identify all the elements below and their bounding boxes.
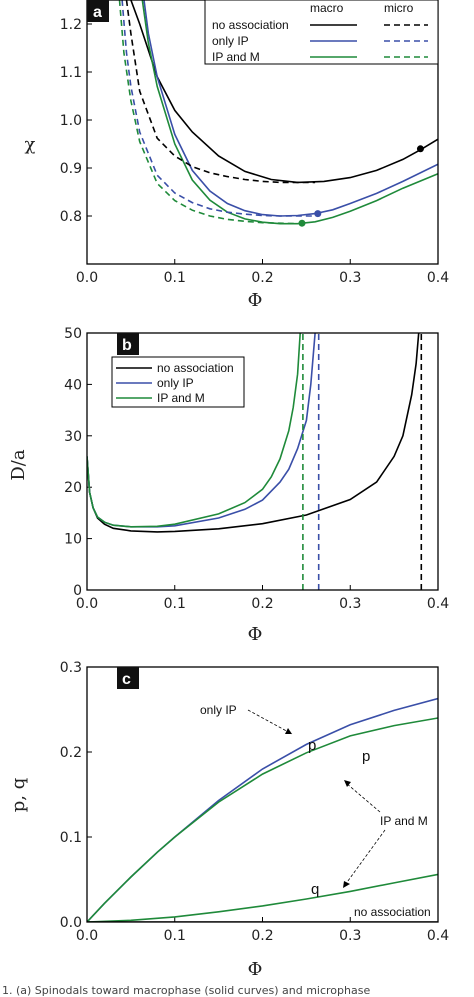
- panel-a: 0.0 0.1 0.2 0.3 0.4 0.8 0.9 1.0 1.1 1.2 a macro m…: [25, 0, 449, 311]
- panel-a-critical-point-none: [416, 145, 424, 153]
- annot-ip-m-arrow-down: [344, 829, 386, 886]
- panel-a-xtick-label: 0.0: [76, 270, 98, 286]
- panel-c-xtick-label: 0.1: [164, 928, 186, 944]
- panel-c-xlabel: Φ: [248, 959, 263, 980]
- annot-ip-m-arrowhead-up: [344, 780, 351, 787]
- panel-a-legend: macro micro no association only IP IP an…: [204, 0, 439, 65]
- panel-b-xtick-label: 0.0: [76, 596, 98, 612]
- annot-ip-m-arrowhead-down: [343, 881, 350, 888]
- panel-b-ytick-label: 0: [73, 583, 82, 599]
- panel-b-legend-label-onlyip: only IP: [157, 376, 194, 390]
- annot-q: q: [311, 881, 319, 898]
- panel-a-xtick-label: 0.4: [427, 270, 449, 286]
- panel-b-series-ip_m-solid: [87, 333, 301, 528]
- panel-c-ytick-label: 0.3: [60, 660, 82, 676]
- figure-caption: 1. (a) Spinodals toward macrophase (soli…: [2, 984, 370, 997]
- panel-b-xtick-label: 0.2: [251, 596, 273, 612]
- panel-b: 0.0 0.1 0.2 0.3 0.4 0 10 20 30 40 50 b no associat…: [8, 326, 449, 645]
- panel-a-series-none-dashed: [125, 0, 316, 184]
- panel-c-tag-label: c: [122, 671, 131, 688]
- annot-only-ip-arrowhead: [285, 728, 292, 734]
- panel-a-legend-label-none: no association: [212, 18, 289, 32]
- panel-a-tag-label: a: [93, 4, 102, 21]
- panel-c-series-ip_m-solid: [87, 873, 438, 922]
- panel-c-series-group: [87, 697, 438, 922]
- panel-a-series-only_ip-solid: [143, 0, 438, 217]
- panel-a-critical-point-only_ip: [314, 210, 322, 218]
- panel-b-xlabel: Φ: [248, 624, 263, 645]
- panel-b-xtick-label: 0.4: [427, 596, 449, 612]
- panel-a-legend-label-ipm: IP and M: [212, 50, 260, 64]
- panel-c-ytick-label: 0.0: [60, 915, 82, 931]
- panel-a-ytick-label: 1.1: [60, 65, 82, 81]
- panel-b-ytick-label: 20: [64, 480, 82, 496]
- panel-b-tag: [117, 333, 139, 355]
- panel-c: 0.0 0.1 0.2 0.3 0.40.00.10.20.3 c only IP p …: [8, 660, 449, 980]
- panel-a-critical-point-ip_m: [298, 219, 306, 227]
- panel-c-ytick-label: 0.2: [60, 745, 82, 761]
- panel-c-series-ip_m-solid: [87, 717, 438, 922]
- panel-a-legend-box: [204, 0, 439, 65]
- panel-a-tag: [87, 0, 109, 22]
- panel-b-legend-label-ipm: IP and M: [157, 391, 205, 405]
- legend-col-macro: macro: [310, 1, 344, 15]
- panel-b-ylabel: D/a: [8, 449, 29, 480]
- panel-a-xtick-label: 0.2: [251, 270, 273, 286]
- panel-b-ytick-label: 40: [64, 377, 82, 393]
- panel-c-tag: [117, 667, 139, 689]
- panel-c-plot-layer: 0.0 0.1 0.2 0.3 0.4 0.0 0.1 0.2 0.3: [60, 660, 449, 944]
- panel-b-series-none-solid: [87, 333, 420, 533]
- panel-c-xtick-label: 0.0: [76, 928, 98, 944]
- panel-a-plot-layer: 0.0 0.1 0.2 0.3 0.4 0.8 0.9 1.0 1.1 1.2: [60, 0, 449, 286]
- panel-a-frame: [86, 0, 439, 265]
- panel-b-ytick-label: 30: [64, 429, 82, 445]
- panel-a-series-ip_m-dashed: [118, 0, 298, 225]
- legend-col-micro: micro: [384, 1, 414, 15]
- panel-a-xlabel: Φ: [248, 290, 263, 311]
- panel-a-series-none-solid: [130, 0, 438, 184]
- panel-c-frame: [86, 666, 439, 923]
- annot-no-association: no association: [354, 905, 431, 919]
- panel-a-xtick-label: 0.1: [164, 270, 186, 286]
- panel-c-xtick-label: 0.4: [427, 928, 449, 944]
- panel-b-legend: no association only IP IP and M: [111, 356, 245, 408]
- panel-a-xtick-label: 0.3: [339, 270, 361, 286]
- panel-b-legend-label-none: no association: [157, 361, 234, 375]
- panel-a-legend-label-onlyip: only IP: [212, 34, 249, 48]
- panel-a-ytick-label: 0.9: [60, 161, 82, 177]
- annot-ip-and-m: IP and M: [380, 814, 428, 828]
- panel-a-series-group: [118, 0, 438, 225]
- panel-c-series-only_ip-solid: [87, 697, 438, 922]
- panel-c-ytick-label: 0.1: [60, 830, 82, 846]
- panel-a-ylabel: χ: [25, 134, 36, 155]
- annot-only-ip: only IP: [200, 703, 237, 717]
- panel-a-ytick-label: 0.8: [60, 209, 82, 225]
- panel-b-ytick-label: 50: [64, 326, 82, 342]
- panel-c-xtick-label: 0.3: [339, 928, 361, 944]
- panel-b-plot-layer: 0.0 0.1 0.2 0.3 0.4 0 10 20 30 40 50: [64, 326, 449, 612]
- panel-a-ytick-label: 1.2: [60, 17, 82, 33]
- panel-a-ytick-label: 1.0: [60, 113, 82, 129]
- annot-p-ipm: p: [362, 748, 370, 765]
- panel-b-frame: [86, 332, 439, 591]
- panel-b-xtick-label: 0.1: [164, 596, 186, 612]
- panel-b-xtick-label: 0.3: [339, 596, 361, 612]
- panel-b-series-group: [87, 333, 423, 590]
- annot-only-ip-arrow: [247, 709, 293, 735]
- panel-c-xtick-label: 0.2: [251, 928, 273, 944]
- annot-p-onlyip: p: [308, 737, 316, 754]
- panel-a-series-only_ip-dashed: [121, 0, 316, 217]
- panel-b-tag-label: b: [122, 337, 132, 354]
- panel-b-ytick-label: 10: [64, 532, 82, 548]
- annot-ip-m-arrow-up: [345, 782, 381, 813]
- panel-c-ylabel: p, q: [8, 778, 29, 813]
